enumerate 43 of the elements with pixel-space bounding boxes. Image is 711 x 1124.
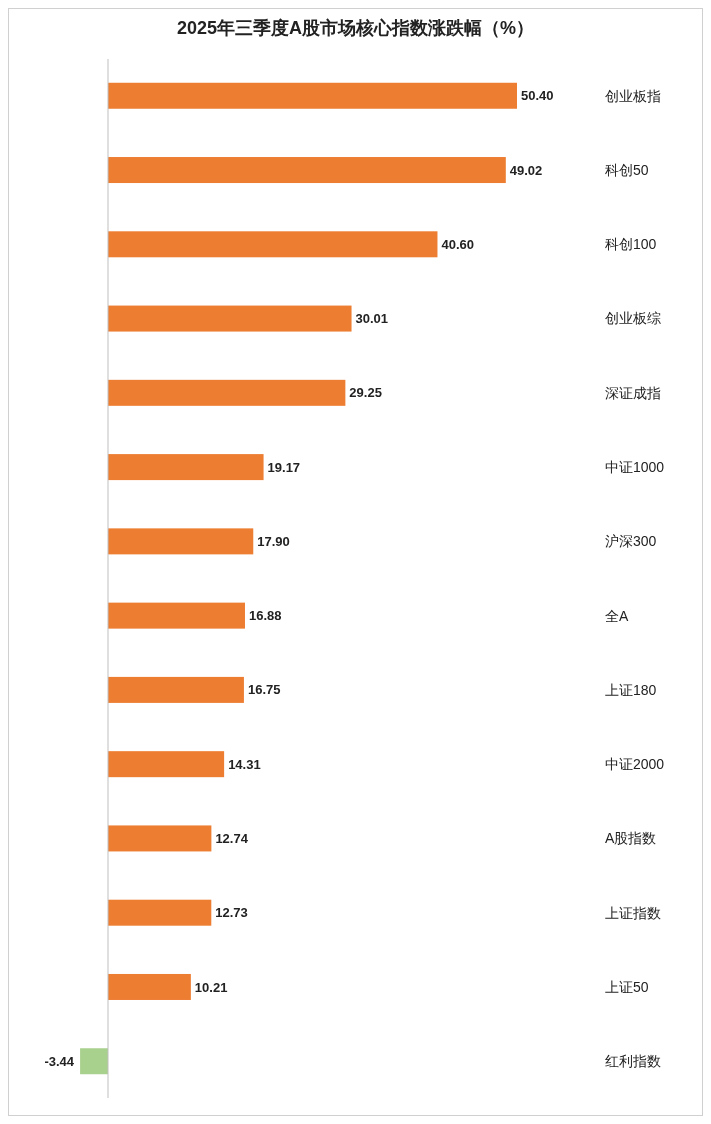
y-tick-label: 科创100: [605, 236, 657, 253]
y-tick-label: 科创50: [605, 161, 649, 178]
data-label: 12.74: [215, 830, 249, 846]
bar: [108, 899, 212, 926]
bar: [108, 602, 245, 629]
bar: [108, 454, 264, 481]
y-tick-label: 上证50: [605, 978, 649, 995]
data-label: 30.01: [355, 311, 389, 327]
y-tick-label: 深证成指: [605, 384, 661, 401]
data-label: 50.40: [521, 88, 554, 104]
bar: [108, 676, 244, 703]
bar: [108, 379, 346, 406]
bar: [108, 82, 517, 109]
data-label: -3.44: [44, 1053, 75, 1069]
data-label: 16.75: [247, 682, 281, 698]
y-tick-label: 沪深300: [605, 533, 657, 550]
y-tick-label: 中证1000: [605, 459, 665, 475]
data-label: 17.90: [257, 533, 290, 549]
y-tick-label: 中证2000: [605, 756, 665, 773]
bar: [108, 825, 212, 852]
data-label: 29.25: [349, 385, 382, 401]
y-tick-label: 红利指数: [605, 1053, 661, 1070]
bar: [80, 1048, 108, 1075]
bar: [108, 751, 225, 778]
y-tick-label: 上证指数: [605, 904, 661, 921]
y-tick-label: 创业板综: [605, 310, 661, 327]
bar: [108, 973, 191, 1000]
y-tick-label: A股指数: [605, 830, 657, 847]
data-label: 19.17: [267, 459, 301, 475]
bar: [108, 231, 438, 258]
data-label: 16.88: [248, 608, 282, 624]
bar: [108, 157, 506, 184]
data-label: 40.60: [441, 236, 475, 252]
data-label: 12.73: [215, 905, 248, 921]
chart-title: 2025年三季度A股市场核心指数涨跌幅（%）: [176, 18, 535, 38]
bar: [108, 305, 352, 332]
y-tick-label: 全A: [605, 607, 629, 624]
data-label: 14.31: [228, 756, 261, 772]
bar: [108, 528, 254, 555]
y-tick-label: 创业板指: [605, 87, 661, 104]
y-tick-label: 上证180: [605, 681, 657, 698]
data-label: 10.21: [194, 979, 228, 995]
data-label: 49.02: [509, 162, 543, 178]
